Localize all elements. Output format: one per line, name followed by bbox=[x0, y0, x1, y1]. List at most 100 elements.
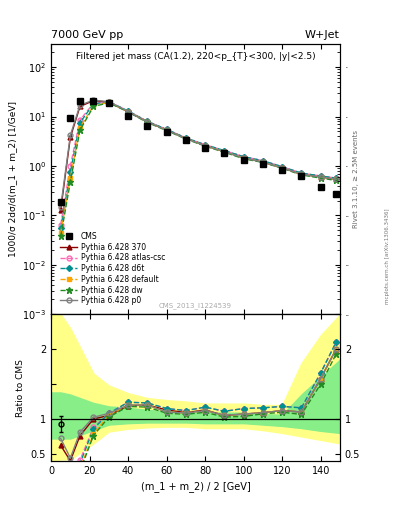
Text: 7000 GeV pp: 7000 GeV pp bbox=[51, 30, 123, 40]
CMS bbox=[59, 199, 63, 205]
Pythia 6.428 atlas-csc bbox=[68, 163, 73, 169]
Pythia 6.428 d6t bbox=[280, 164, 285, 170]
Pythia 6.428 default bbox=[261, 159, 265, 165]
Pythia 6.428 370 bbox=[261, 159, 265, 165]
CMS bbox=[261, 161, 265, 167]
Pythia 6.428 p0 bbox=[68, 132, 73, 138]
Pythia 6.428 p0 bbox=[280, 165, 285, 171]
Pythia 6.428 dw bbox=[126, 109, 130, 115]
Pythia 6.428 default bbox=[145, 119, 150, 125]
CMS bbox=[107, 100, 111, 106]
Pythia 6.428 atlas-csc bbox=[280, 164, 285, 170]
Pythia 6.428 atlas-csc bbox=[318, 173, 323, 179]
Y-axis label: 1000/σ 2dσ/d(m_1 + m_2) [1/GeV]: 1000/σ 2dσ/d(m_1 + m_2) [1/GeV] bbox=[8, 101, 17, 257]
Pythia 6.428 d6t bbox=[68, 169, 73, 175]
Pythia 6.428 atlas-csc bbox=[126, 108, 130, 114]
Pythia 6.428 370 bbox=[164, 127, 169, 133]
Pythia 6.428 p0 bbox=[145, 119, 150, 125]
Pythia 6.428 default bbox=[318, 174, 323, 180]
Pythia 6.428 370 bbox=[280, 165, 285, 171]
Line: Pythia 6.428 atlas-csc: Pythia 6.428 atlas-csc bbox=[58, 99, 338, 227]
Pythia 6.428 default bbox=[78, 124, 83, 131]
Pythia 6.428 p0 bbox=[203, 143, 208, 149]
CMS bbox=[334, 191, 338, 197]
Pythia 6.428 d6t bbox=[318, 173, 323, 179]
Pythia 6.428 370 bbox=[203, 142, 208, 148]
Pythia 6.428 370 bbox=[68, 134, 73, 140]
Pythia 6.428 p0 bbox=[126, 109, 130, 115]
Pythia 6.428 atlas-csc bbox=[241, 154, 246, 160]
Pythia 6.428 default bbox=[280, 165, 285, 171]
Pythia 6.428 default bbox=[334, 176, 338, 182]
Pythia 6.428 atlas-csc bbox=[78, 117, 83, 123]
CMS bbox=[126, 113, 130, 119]
Text: mcplots.cern.ch [arXiv:1306.3436]: mcplots.cern.ch [arXiv:1306.3436] bbox=[385, 208, 389, 304]
Pythia 6.428 370 bbox=[222, 148, 227, 155]
Pythia 6.428 default bbox=[107, 99, 111, 105]
Pythia 6.428 d6t bbox=[222, 147, 227, 154]
Pythia 6.428 370 bbox=[78, 103, 83, 110]
Pythia 6.428 370 bbox=[59, 207, 63, 213]
Pythia 6.428 p0 bbox=[241, 155, 246, 161]
Line: Pythia 6.428 dw: Pythia 6.428 dw bbox=[57, 99, 340, 240]
CMS bbox=[164, 129, 169, 135]
Pythia 6.428 d6t bbox=[91, 101, 96, 107]
Legend: CMS, Pythia 6.428 370, Pythia 6.428 atlas-csc, Pythia 6.428 d6t, Pythia 6.428 de: CMS, Pythia 6.428 370, Pythia 6.428 atla… bbox=[57, 229, 168, 308]
Pythia 6.428 default bbox=[59, 229, 63, 236]
CMS bbox=[222, 150, 227, 156]
Pythia 6.428 dw bbox=[68, 179, 73, 185]
Text: Filtered jet mass (CA(1.2), 220<p_{T}<300, |y|<2.5): Filtered jet mass (CA(1.2), 220<p_{T}<30… bbox=[76, 52, 315, 60]
Pythia 6.428 default bbox=[299, 171, 304, 177]
Text: CMS_2013_I1224539: CMS_2013_I1224539 bbox=[159, 302, 232, 309]
Pythia 6.428 370 bbox=[299, 171, 304, 177]
Pythia 6.428 p0 bbox=[184, 136, 188, 142]
Pythia 6.428 atlas-csc bbox=[59, 222, 63, 228]
Pythia 6.428 atlas-csc bbox=[299, 170, 304, 176]
Pythia 6.428 default bbox=[203, 143, 208, 149]
Pythia 6.428 dw bbox=[107, 100, 111, 106]
Pythia 6.428 dw bbox=[334, 178, 338, 184]
Pythia 6.428 dw bbox=[164, 127, 169, 134]
Pythia 6.428 d6t bbox=[334, 175, 338, 181]
Pythia 6.428 p0 bbox=[334, 176, 338, 182]
CMS bbox=[184, 137, 188, 143]
Pythia 6.428 atlas-csc bbox=[164, 126, 169, 133]
Pythia 6.428 atlas-csc bbox=[91, 100, 96, 106]
Pythia 6.428 d6t bbox=[164, 126, 169, 133]
Pythia 6.428 default bbox=[184, 136, 188, 142]
Pythia 6.428 dw bbox=[318, 175, 323, 181]
Pythia 6.428 p0 bbox=[299, 171, 304, 177]
Pythia 6.428 atlas-csc bbox=[222, 147, 227, 154]
Pythia 6.428 370 bbox=[184, 136, 188, 142]
Line: Pythia 6.428 d6t: Pythia 6.428 d6t bbox=[59, 100, 338, 230]
Pythia 6.428 370 bbox=[107, 99, 111, 105]
Pythia 6.428 370 bbox=[241, 155, 246, 161]
CMS bbox=[203, 145, 208, 151]
Pythia 6.428 atlas-csc bbox=[203, 142, 208, 148]
Pythia 6.428 d6t bbox=[126, 108, 130, 114]
Pythia 6.428 370 bbox=[318, 174, 323, 180]
Pythia 6.428 atlas-csc bbox=[107, 99, 111, 105]
Pythia 6.428 d6t bbox=[107, 99, 111, 105]
Y-axis label: Ratio to CMS: Ratio to CMS bbox=[16, 358, 25, 417]
Pythia 6.428 p0 bbox=[59, 204, 63, 210]
CMS bbox=[241, 157, 246, 163]
Pythia 6.428 atlas-csc bbox=[334, 175, 338, 181]
Pythia 6.428 p0 bbox=[164, 127, 169, 133]
Pythia 6.428 d6t bbox=[78, 120, 83, 126]
Pythia 6.428 370 bbox=[145, 119, 150, 125]
Pythia 6.428 dw bbox=[59, 233, 63, 239]
CMS bbox=[91, 98, 96, 104]
Pythia 6.428 d6t bbox=[203, 142, 208, 148]
Pythia 6.428 370 bbox=[334, 176, 338, 182]
Pythia 6.428 370 bbox=[91, 98, 96, 104]
Pythia 6.428 dw bbox=[241, 156, 246, 162]
CMS bbox=[299, 173, 304, 179]
Pythia 6.428 dw bbox=[280, 165, 285, 172]
Pythia 6.428 p0 bbox=[222, 148, 227, 155]
Pythia 6.428 default bbox=[222, 148, 227, 155]
Pythia 6.428 default bbox=[68, 175, 73, 181]
Pythia 6.428 p0 bbox=[91, 97, 96, 103]
CMS bbox=[78, 98, 83, 104]
Pythia 6.428 d6t bbox=[299, 170, 304, 176]
